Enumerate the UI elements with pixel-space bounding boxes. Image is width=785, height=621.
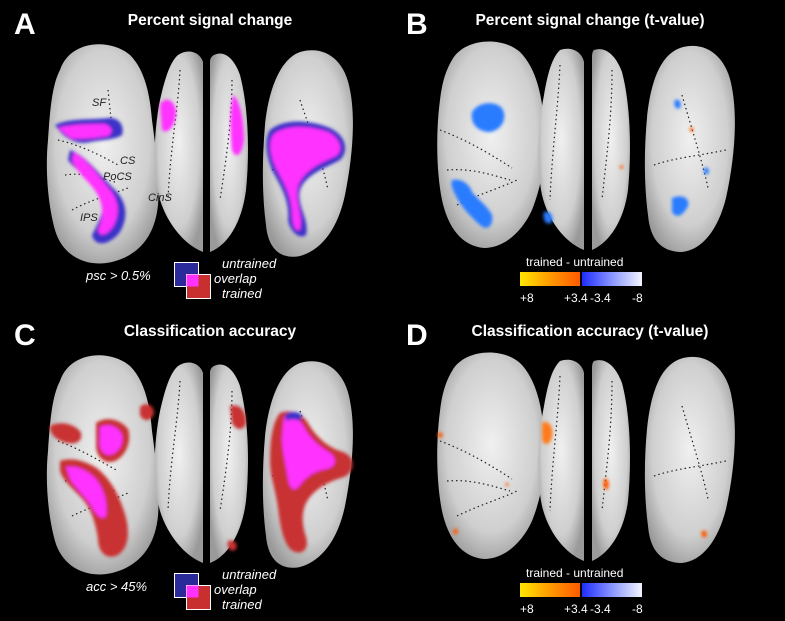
right-medial-hemisphere [210,54,248,252]
panel-a: A Percent signal change SF CS PoCS IPS C… [0,0,392,310]
overlap-legend [174,573,214,618]
colorbar-tick: -8 [632,602,643,616]
panel-c: C Classification accuracy acc > 45% untr… [0,311,392,621]
panel-title: Classification accuracy (t-value) [440,323,740,341]
colorbar-tick: -3.4 [590,291,611,305]
panel-title: Classification accuracy [90,323,330,341]
legend-overlap: overlap [214,582,257,597]
left-medial-hemisphere [155,51,203,252]
panel-letter: B [406,8,428,42]
panel-d: D Classification accuracy (t-value) trai… [392,311,784,621]
sulcus-label-ips: IPS [80,212,98,224]
colorbar-tick: -8 [632,291,643,305]
threshold-label: acc > 45% [86,579,147,594]
sulcus-label-cs: CS [120,155,135,167]
colorbar-tick: -3.4 [590,602,611,616]
panel-title: Percent signal change (t-value) [440,12,740,30]
panel-letter: A [14,8,36,42]
colorbar-tick: +8 [520,602,534,616]
overlap-legend-swatches [174,262,214,302]
colorbar [520,272,642,286]
colorbar-cool [582,583,642,597]
panel-letter: D [406,319,428,353]
colorbar-tick: +3.4 [564,291,588,305]
overlap-legend [174,262,214,307]
panel-letter: C [14,319,36,353]
legend-untrained: untrained [222,256,276,271]
threshold-label: psc > 0.5% [86,268,151,283]
sulcus-label-cins: CinS [148,192,172,204]
sulcus-label-sf: SF [92,97,106,109]
overlap-legend-swatches [174,573,214,613]
colorbar-label: trained - untrained [526,255,623,269]
legend-overlap: overlap [214,271,257,286]
colorbar-label: trained - untrained [526,566,623,580]
colorbar-tick: +8 [520,291,534,305]
colorbar [520,583,642,597]
panel-b: B Percent signal change (t-value) traine… [392,0,784,310]
legend-untrained: untrained [222,567,276,582]
panel-title: Percent signal change [90,12,330,30]
colorbar-warm [520,583,580,597]
legend-trained: trained [222,597,262,612]
colorbar-cool [582,272,642,286]
legend-trained: trained [222,286,262,301]
sulcus-label-pocs: PoCS [103,171,132,183]
colorbar-warm [520,272,580,286]
colorbar-tick: +3.4 [564,602,588,616]
